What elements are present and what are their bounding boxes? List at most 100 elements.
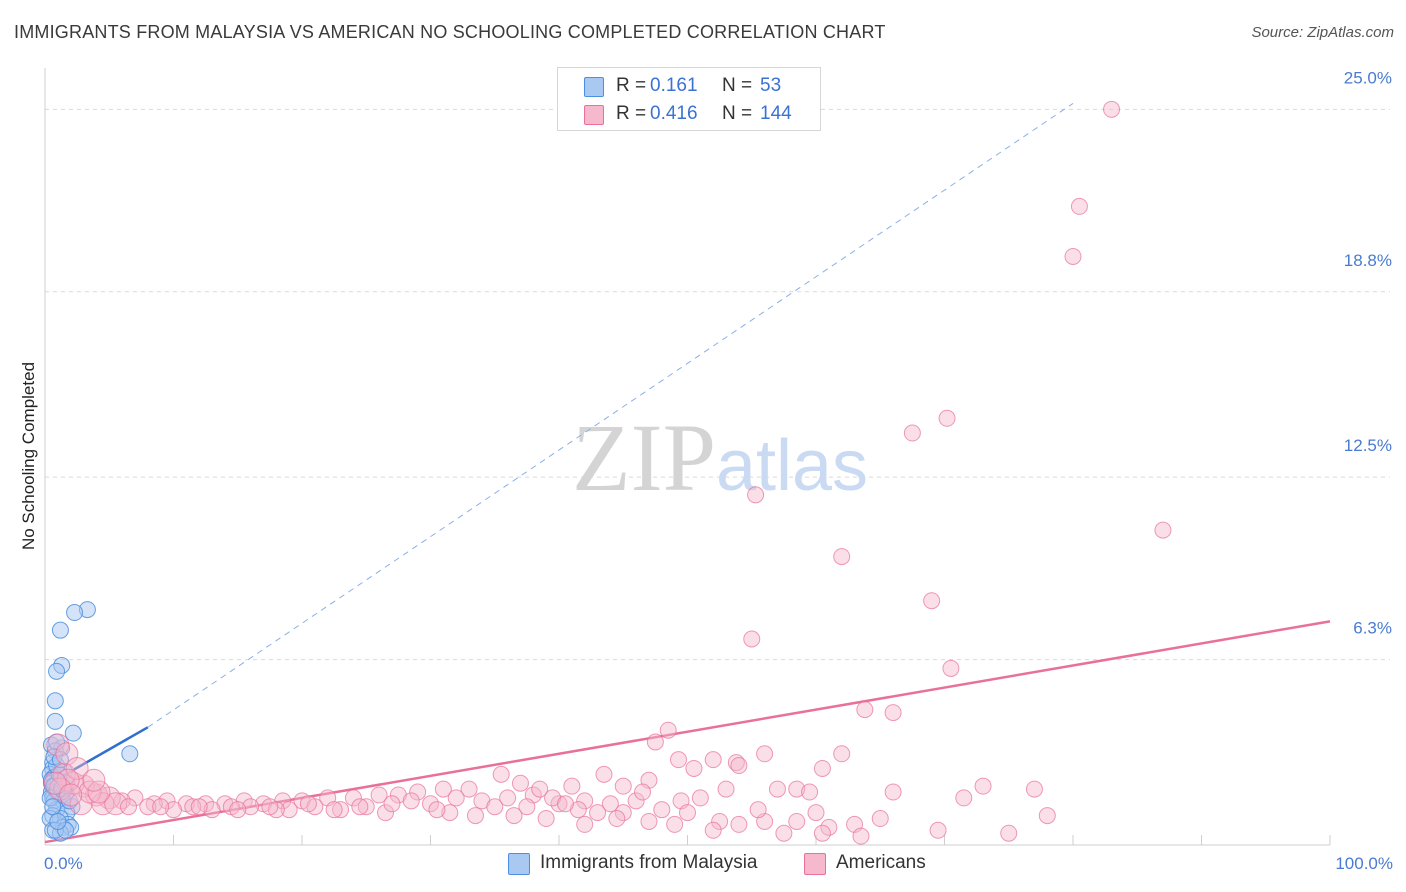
data-point-americans <box>428 801 446 819</box>
data-point-americans <box>685 759 703 777</box>
data-point-americans <box>749 801 767 819</box>
legend-r-label: R = <box>616 75 647 96</box>
data-point-americans <box>788 812 806 830</box>
data-point-malaysia <box>51 621 69 639</box>
data-point-americans <box>768 780 786 798</box>
x-tick-label: 0.0% <box>44 854 83 873</box>
data-point-americans <box>801 783 819 801</box>
data-point-americans <box>711 812 729 830</box>
data-point-americans <box>833 548 851 566</box>
data-point-americans <box>531 780 549 798</box>
data-point-americans <box>653 801 671 819</box>
data-point-americans <box>679 804 696 822</box>
data-point-americans <box>190 798 208 816</box>
data-point-americans <box>563 777 581 795</box>
y-tick-label: 18.8% <box>1344 251 1392 270</box>
bottom-legend-americans: Americans <box>804 851 964 877</box>
data-point-americans <box>505 807 523 825</box>
data-point-americans <box>871 810 889 828</box>
legend-n-value: 53 <box>760 75 782 96</box>
legend-r-value: 0.161 <box>650 75 698 96</box>
y-tick-label: 25.0% <box>1344 68 1392 87</box>
data-point-americans <box>46 733 70 757</box>
data-point-americans <box>717 780 735 798</box>
data-point-americans <box>743 630 761 648</box>
data-point-americans <box>1064 247 1082 265</box>
legend: R = 0.161 N = 53 R = 0.416 N = 144 <box>557 67 821 131</box>
data-point-americans <box>813 824 831 842</box>
data-point-americans <box>434 780 452 798</box>
series-americans <box>43 100 1172 845</box>
data-point-americans <box>1103 100 1121 118</box>
data-point-americans <box>589 804 607 822</box>
legend-n-label: N = <box>722 75 753 96</box>
data-point-americans <box>884 783 902 801</box>
data-point-americans <box>357 798 375 816</box>
legend-row-americans: R = 0.416 N = 144 <box>558 101 820 129</box>
data-point-americans <box>152 798 170 816</box>
trend-line-americans <box>44 620 1331 844</box>
data-point-americans <box>1038 807 1056 825</box>
data-point-americans <box>634 783 652 801</box>
data-point-americans <box>229 801 247 819</box>
data-point-malaysia <box>49 812 67 830</box>
legend-swatch-pink <box>584 105 604 125</box>
data-point-americans <box>727 754 745 772</box>
data-point-americans <box>120 798 138 816</box>
data-point-americans <box>409 783 427 801</box>
data-point-americans <box>344 789 362 807</box>
legend-n-value: 144 <box>760 103 792 124</box>
data-point-americans <box>537 810 555 828</box>
data-point-americans <box>402 792 420 810</box>
legend-r-label: R = <box>616 103 647 124</box>
tick-labels: 6.3% 12.5% 18.8% 25.0% 0.0% 100.0% <box>44 68 1393 873</box>
grid-lines <box>45 108 1390 661</box>
y-tick-label: 12.5% <box>1344 436 1392 455</box>
data-point-americans <box>775 824 793 842</box>
data-point-americans <box>466 807 484 825</box>
data-point-americans <box>486 798 504 816</box>
data-point-americans <box>666 815 684 833</box>
data-point-americans <box>938 409 956 427</box>
data-point-americans <box>1025 780 1043 798</box>
data-point-americans <box>261 798 279 816</box>
data-point-americans <box>627 792 645 810</box>
watermark: ZIPatlas <box>572 404 868 511</box>
data-point-americans <box>325 801 343 819</box>
legend-n-label: N = <box>722 103 753 124</box>
bottom-legend-swatch-pink <box>804 853 826 875</box>
data-point-americans <box>614 804 632 822</box>
series-immigrants-from-malaysia <box>41 601 139 842</box>
data-point-americans <box>1070 197 1088 215</box>
data-point-americans <box>595 765 613 783</box>
data-point-americans <box>460 780 478 798</box>
data-point-americans <box>1154 521 1172 539</box>
data-point-americans <box>280 801 298 819</box>
data-point-americans <box>955 789 973 807</box>
data-point-americans <box>351 798 369 816</box>
data-point-americans <box>974 777 992 795</box>
data-point-americans <box>242 798 260 816</box>
y-tick-label: 6.3% <box>1353 619 1392 638</box>
data-point-americans <box>788 780 806 798</box>
data-point-americans <box>704 751 722 769</box>
data-point-americans <box>747 486 765 504</box>
data-point-americans <box>601 795 619 813</box>
bottom-legend-label: Americans <box>836 852 926 873</box>
data-point-malaysia <box>48 662 66 680</box>
data-point-malaysia <box>44 798 62 816</box>
data-point-americans <box>659 721 677 739</box>
data-point-americans <box>43 771 67 795</box>
data-point-americans <box>691 789 709 807</box>
legend-swatch-blue <box>584 77 604 97</box>
data-point-americans <box>614 777 632 795</box>
data-point-americans <box>856 701 874 719</box>
data-point-americans <box>942 659 960 677</box>
data-point-malaysia <box>46 712 64 730</box>
data-point-americans <box>65 756 89 780</box>
bottom-legend-label: Immigrants from Malaysia <box>540 852 758 873</box>
data-point-americans <box>608 810 626 828</box>
data-point-americans <box>923 592 941 610</box>
data-point-americans <box>126 789 144 807</box>
